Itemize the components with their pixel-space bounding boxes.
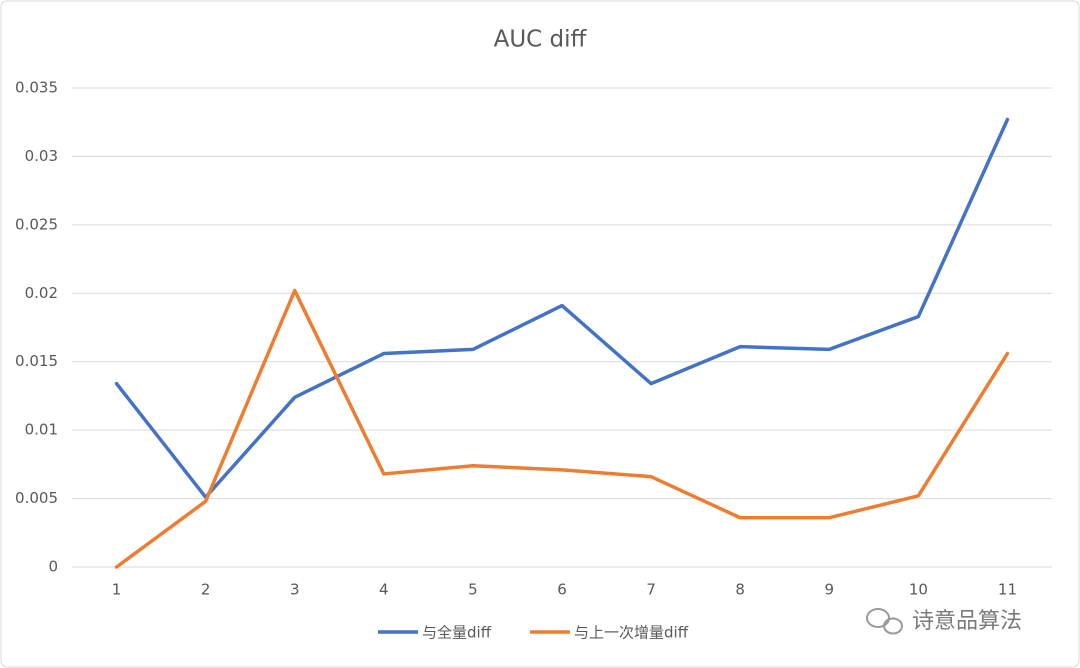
x-tick-label: 4: [379, 581, 389, 599]
legend-label: 与全量diff: [422, 624, 492, 642]
line-series: [114, 117, 1010, 499]
line-series: [114, 288, 1010, 569]
watermark-icon: [866, 608, 903, 635]
x-tick-label: 11: [998, 581, 1017, 599]
watermark: 诗意品算法: [912, 609, 1022, 634]
x-tick-label: 5: [468, 581, 478, 599]
y-tick-label: 0.025: [15, 215, 58, 233]
y-tick-label: 0.01: [25, 421, 58, 439]
x-tick-label: 6: [557, 581, 567, 599]
y-tick-label: 0.015: [15, 352, 58, 370]
legend-label: 与上一次增量diff: [574, 624, 689, 642]
x-tick-label: 3: [290, 581, 300, 599]
chart-title: AUC diff: [494, 27, 588, 53]
y-tick-label: 0.03: [25, 147, 58, 165]
y-tick-label: 0.02: [25, 284, 58, 302]
x-tick-label: 8: [735, 581, 745, 599]
y-tick-label: 0.035: [15, 79, 58, 97]
x-tick-label: 7: [646, 581, 656, 599]
y-tick-label: 0: [48, 558, 58, 576]
x-tick-label: 2: [201, 581, 211, 599]
x-tick-label: 1: [112, 581, 122, 599]
y-tick-label: 0.005: [15, 489, 58, 507]
x-tick-label: 9: [824, 581, 834, 599]
x-tick-label: 10: [909, 581, 928, 599]
